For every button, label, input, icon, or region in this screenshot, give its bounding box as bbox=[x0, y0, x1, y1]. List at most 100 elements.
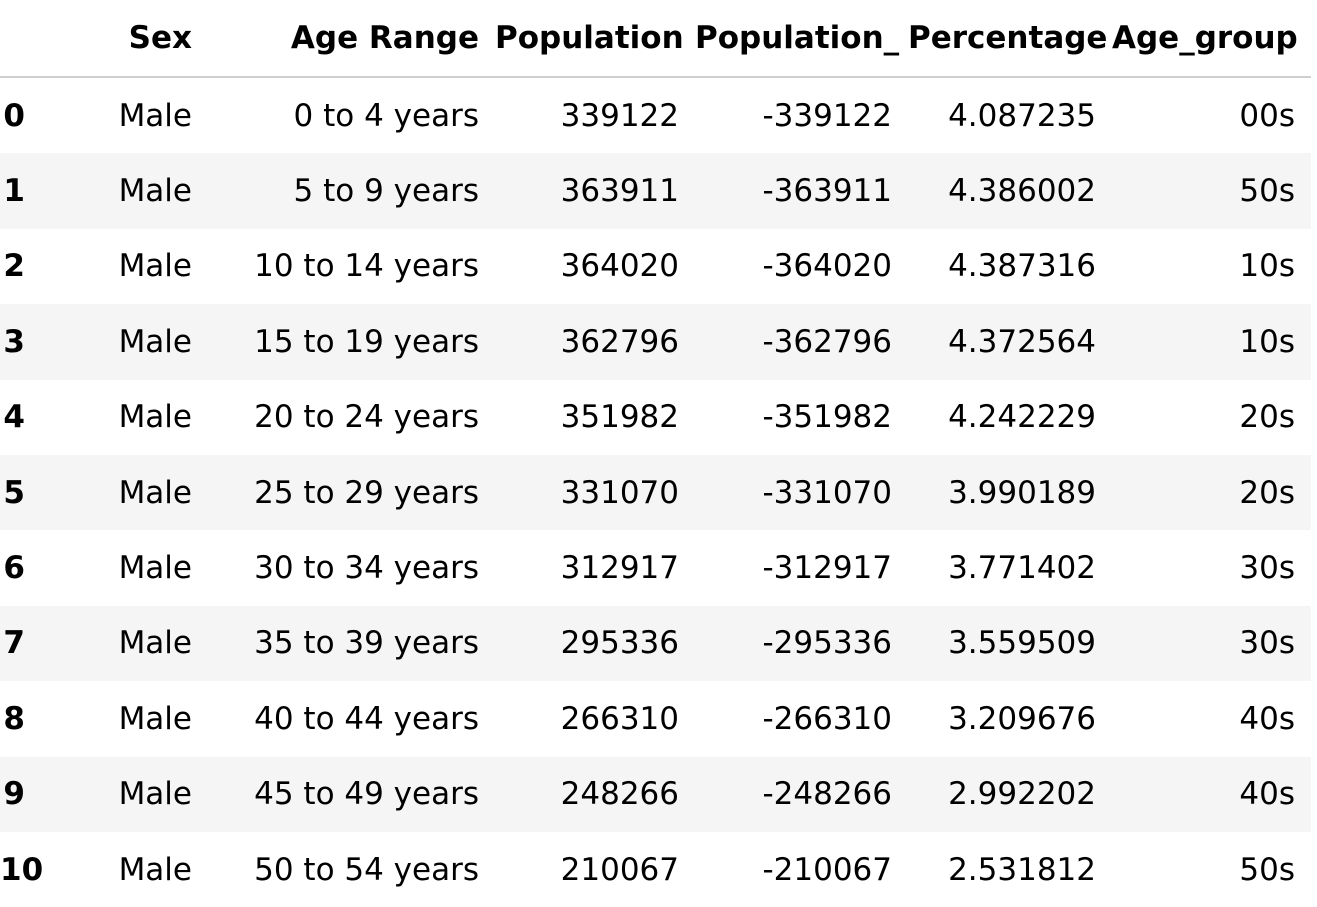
cell-age-range: 25 to 29 years bbox=[254, 474, 479, 511]
cell-age-group: 20s bbox=[1239, 399, 1295, 436]
cell-age-range: 15 to 19 years bbox=[254, 323, 479, 360]
header-row: Sex Age Range Population Population_ Per… bbox=[0, 0, 1311, 78]
header-age-group: Age_group bbox=[1112, 0, 1311, 78]
cell-sex: Male bbox=[118, 776, 192, 813]
cell-sex: Male bbox=[118, 700, 192, 737]
table-row: 6 Male 30 to 34 years 312917 -312917 3.771402… bbox=[0, 530, 1311, 605]
cell-age-range: 35 to 39 years bbox=[254, 625, 479, 662]
table-row: 9 Male 45 to 49 years 248266 -248266 2.992202… bbox=[0, 756, 1311, 832]
cell-age-group: 20s bbox=[1239, 474, 1295, 511]
cell-age-group: 50s bbox=[1239, 851, 1295, 888]
row-index: 0 bbox=[3, 97, 25, 134]
row-index: 4 bbox=[3, 399, 25, 436]
cell-age-range: 10 to 14 years bbox=[254, 248, 479, 285]
cell-age-group: 50s bbox=[1239, 173, 1295, 210]
cell-percentage: 2.992202 bbox=[948, 776, 1096, 813]
cell-age-group: 30s bbox=[1239, 625, 1295, 662]
cell-age-range: 5 to 9 years bbox=[293, 173, 479, 210]
cell-age-group: 10s bbox=[1239, 323, 1295, 360]
cell-population: 351982 bbox=[560, 399, 679, 436]
cell-sex: Male bbox=[118, 474, 192, 511]
table-row: 0 Male 0 to 4 years 339122 -339122 4.087235 00… bbox=[0, 77, 1311, 153]
cell-age-group: 30s bbox=[1239, 550, 1295, 587]
cell-population: 363911 bbox=[560, 173, 679, 210]
cell-population-neg: -362796 bbox=[762, 323, 892, 360]
table-row: 4 Male 20 to 24 years 351982 -351982 4.242229… bbox=[0, 380, 1311, 455]
cell-population: 339122 bbox=[560, 97, 679, 134]
cell-age-range: 0 to 4 years bbox=[293, 97, 479, 134]
table-row: 2 Male 10 to 14 years 364020 -364020 4.387316… bbox=[0, 229, 1311, 304]
header-population-neg: Population_ bbox=[695, 0, 908, 78]
cell-percentage: 4.387316 bbox=[948, 248, 1096, 285]
cell-percentage: 3.771402 bbox=[948, 550, 1096, 587]
cell-sex: Male bbox=[118, 399, 192, 436]
cell-population-neg: -248266 bbox=[762, 776, 892, 813]
row-index: 7 bbox=[3, 625, 25, 662]
header-percentage: Percentage bbox=[908, 0, 1112, 78]
cell-population: 266310 bbox=[560, 700, 679, 737]
cell-age-range: 45 to 49 years bbox=[254, 776, 479, 813]
cell-percentage: 4.386002 bbox=[948, 173, 1096, 210]
table-row: 7 Male 35 to 39 years 295336 -295336 3.559509… bbox=[0, 605, 1311, 682]
cell-population: 295336 bbox=[560, 625, 679, 662]
row-index: 5 bbox=[3, 474, 25, 511]
cell-percentage: 3.209676 bbox=[948, 700, 1096, 737]
table-row: 5 Male 25 to 29 years 331070 -331070 3.990189… bbox=[0, 454, 1311, 531]
cell-population-neg: -312917 bbox=[762, 550, 892, 587]
cell-population: 364020 bbox=[560, 248, 679, 285]
row-index: 2 bbox=[3, 248, 25, 285]
cell-population: 312917 bbox=[560, 550, 679, 587]
cell-population: 210067 bbox=[560, 851, 679, 888]
header-age-range: Age Range bbox=[208, 0, 495, 78]
cell-population: 248266 bbox=[560, 776, 679, 813]
header-sex: Sex bbox=[71, 0, 208, 78]
table-row: 1 Male 5 to 9 years 363911 -363911 4.386002 50… bbox=[0, 153, 1311, 229]
row-index: 6 bbox=[3, 550, 25, 587]
table-row: 8 Male 40 to 44 years 266310 -266310 3.209676… bbox=[0, 681, 1311, 756]
cell-age-group: 10s bbox=[1239, 248, 1295, 285]
cell-sex: Male bbox=[118, 97, 192, 134]
cell-age-range: 50 to 54 years bbox=[254, 851, 479, 888]
cell-percentage: 4.372564 bbox=[948, 323, 1096, 360]
cell-sex: Male bbox=[118, 173, 192, 210]
cell-population-neg: -364020 bbox=[762, 248, 892, 285]
cell-age-range: 20 to 24 years bbox=[254, 399, 479, 436]
row-index: 10 bbox=[0, 851, 44, 888]
cell-age-group: 00s bbox=[1239, 97, 1295, 134]
cell-sex: Male bbox=[118, 851, 192, 888]
cell-population-neg: -363911 bbox=[762, 173, 892, 210]
cell-percentage: 4.087235 bbox=[948, 97, 1096, 134]
cell-population: 362796 bbox=[560, 323, 679, 360]
cell-population-neg: -210067 bbox=[762, 851, 892, 888]
cell-age-range: 40 to 44 years bbox=[254, 700, 479, 737]
table-header: Sex Age Range Population Population_ Per… bbox=[0, 0, 1311, 78]
header-index bbox=[0, 0, 71, 78]
cell-sex: Male bbox=[118, 323, 192, 360]
cell-population: 331070 bbox=[560, 474, 679, 511]
cell-age-range: 30 to 34 years bbox=[254, 550, 479, 587]
cell-population-neg: -295336 bbox=[762, 625, 892, 662]
row-index: 9 bbox=[3, 776, 25, 813]
cell-percentage: 4.242229 bbox=[948, 399, 1096, 436]
table-body: 0 Male 0 to 4 years 339122 -339122 4.087235 00… bbox=[0, 77, 1311, 907]
cell-population-neg: -339122 bbox=[762, 97, 892, 134]
cell-sex: Male bbox=[118, 550, 192, 587]
cell-population-neg: -266310 bbox=[762, 700, 892, 737]
row-index: 3 bbox=[3, 323, 25, 360]
cell-percentage: 3.559509 bbox=[948, 625, 1096, 662]
row-index: 1 bbox=[3, 173, 25, 210]
cell-population-neg: -331070 bbox=[762, 474, 892, 511]
table-row: 10 Male 50 to 54 years 210067 -210067 2.53181… bbox=[0, 832, 1311, 907]
row-index: 8 bbox=[3, 700, 25, 737]
table-row: 3 Male 15 to 19 years 362796 -362796 4.372564… bbox=[0, 304, 1311, 380]
header-population: Population bbox=[495, 0, 695, 78]
cell-percentage: 2.531812 bbox=[948, 851, 1096, 888]
cell-sex: Male bbox=[118, 625, 192, 662]
cell-population-neg: -351982 bbox=[762, 399, 892, 436]
cell-age-group: 40s bbox=[1239, 776, 1295, 813]
cell-sex: Male bbox=[118, 248, 192, 285]
cell-percentage: 3.990189 bbox=[948, 474, 1096, 511]
cell-age-group: 40s bbox=[1239, 700, 1295, 737]
